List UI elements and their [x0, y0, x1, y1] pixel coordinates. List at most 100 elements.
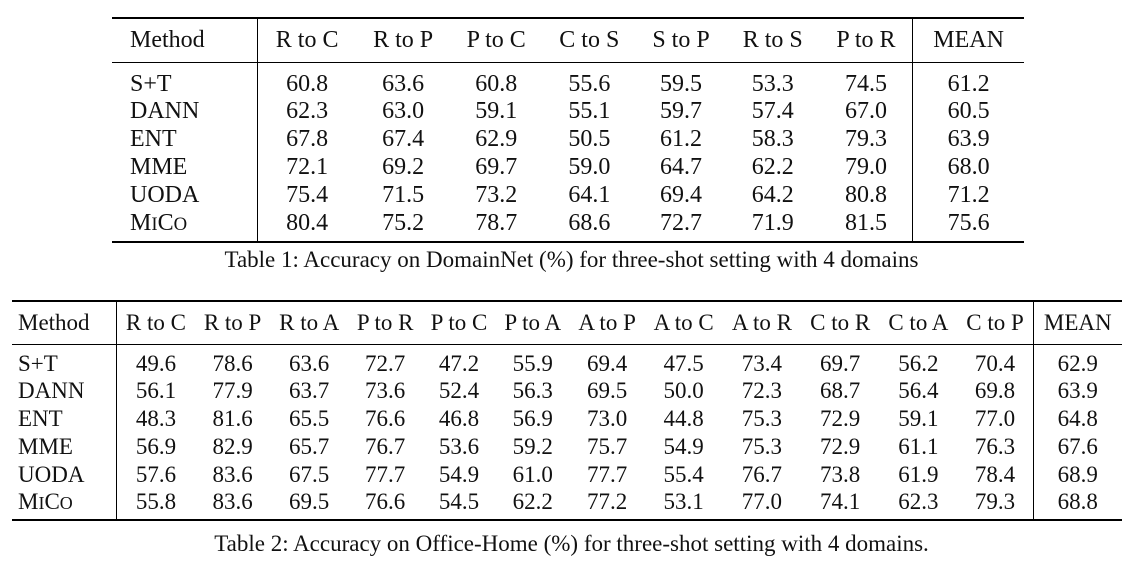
mean-value-cell: 67.6 — [1032, 432, 1122, 461]
value-cell: 65.7 — [289, 433, 330, 459]
value-cell: 59.0 — [568, 154, 611, 180]
table-row: ENT 48.3 81.6 65.5 76.6 46.8 56.9 73.0 44.8 75.3 7… — [12, 404, 1122, 433]
column-header: C to A — [879, 301, 958, 345]
method-name-cell: MICO — [18, 488, 73, 514]
value-cell: 77.0 — [974, 405, 1016, 431]
mean-value-cell: 63.9 — [912, 125, 1024, 154]
mean-column-header: MEAN — [1032, 301, 1122, 345]
value-cell: 72.9 — [820, 405, 861, 431]
column-header: S to P — [636, 18, 726, 63]
value-cell: 48.3 — [115, 404, 196, 433]
value-cell: 80.4 — [257, 209, 357, 242]
value-cell: 64.7 — [660, 154, 703, 180]
value-cell: 69.5 — [289, 488, 330, 514]
value-cell: 68.6 — [568, 209, 611, 236]
value-cell: 67.5 — [289, 461, 330, 487]
value-cell: 69.5 — [586, 377, 628, 403]
value-cell: 59.1 — [898, 405, 939, 431]
mean-value-cell: 68.9 — [1032, 460, 1122, 489]
value-cell: 62.9 — [475, 126, 518, 152]
value-cell: 53.1 — [663, 488, 704, 514]
value-cell: 75.7 — [586, 433, 628, 459]
value-cell: 74.5 — [844, 70, 887, 97]
value-cell: 65.5 — [289, 405, 330, 431]
value-cell: 77.9 — [212, 377, 253, 403]
value-cell: 62.3 — [257, 97, 357, 126]
column-header: P to R — [819, 18, 913, 63]
value-cell: 61.0 — [512, 461, 553, 487]
value-cell: 79.3 — [974, 488, 1016, 514]
column-header: A to C — [644, 301, 723, 345]
value-cell: 76.3 — [974, 433, 1016, 459]
value-cell: 53.3 — [751, 70, 794, 97]
method-name-cell: UODA — [18, 461, 85, 487]
table1-caption: Table 1: Accuracy on DomainNet (%) for t… — [224, 247, 919, 272]
value-cell: 73.0 — [586, 405, 628, 431]
table-row: DANN 62.3 63.0 59.1 55.1 59.7 57.4 67.0 60.5 — [112, 97, 1024, 126]
mean-value-cell: 68.8 — [1032, 488, 1122, 520]
table-row: S+T 49.6 78.6 63.6 72.7 47.2 55.9 69.4 47.5 73.4 6… — [12, 344, 1122, 377]
value-cell: 55.9 — [512, 350, 553, 376]
value-cell: 63.7 — [289, 377, 330, 403]
value-cell: 69.7 — [475, 154, 518, 180]
value-cell: 56.4 — [898, 377, 939, 403]
mean-column-header: MEAN — [912, 18, 1024, 63]
value-cell: 81.5 — [844, 209, 887, 236]
table-row: UODA 57.6 83.6 67.5 77.7 54.9 61.0 77.7 55.4 76.7… — [12, 460, 1122, 489]
value-cell: 73.8 — [820, 461, 861, 487]
column-header: P to C — [450, 18, 543, 63]
value-cell: 72.7 — [365, 350, 406, 376]
value-cell: 56.3 — [512, 377, 553, 403]
table-row: MME 72.1 69.2 69.7 59.0 64.7 62.2 79.0 68.0 — [112, 153, 1024, 182]
value-cell: 58.3 — [751, 126, 794, 152]
value-cell: 60.8 — [475, 70, 518, 97]
value-cell: 81.6 — [212, 405, 253, 431]
table2-caption: Table 2: Accuracy on Office-Home (%) for… — [214, 531, 929, 556]
value-cell: 77.0 — [741, 488, 783, 514]
method-name-cell: MICO — [130, 209, 188, 236]
mean-value-cell: 64.8 — [1032, 404, 1122, 433]
mean-value-cell: 60.5 — [912, 97, 1024, 126]
value-cell: 44.8 — [663, 405, 704, 431]
value-cell: 73.4 — [741, 350, 783, 376]
column-header: P to R — [348, 301, 423, 345]
value-cell: 71.5 — [382, 182, 425, 208]
method-name-cell: UODA — [130, 182, 200, 208]
value-cell: 70.4 — [974, 350, 1016, 376]
value-cell: 78.6 — [212, 350, 253, 376]
method-column-header: Method — [12, 301, 117, 345]
value-cell: 55.8 — [115, 488, 196, 520]
column-header: P to C — [422, 301, 496, 345]
value-cell: 73.2 — [475, 182, 518, 208]
value-cell: 67.8 — [257, 125, 357, 154]
value-cell: 75.3 — [741, 405, 783, 431]
table-row: MME 56.9 82.9 65.7 76.7 53.6 59.2 75.7 54.9 75.3 7… — [12, 432, 1122, 461]
value-cell: 77.7 — [365, 461, 406, 487]
value-cell: 76.7 — [365, 433, 406, 459]
column-header: R to P — [356, 18, 451, 63]
value-cell: 69.7 — [820, 350, 861, 376]
mean-value-cell: 68.0 — [912, 153, 1024, 182]
value-cell: 53.6 — [438, 433, 480, 459]
value-cell: 83.6 — [212, 461, 253, 487]
value-cell: 76.6 — [365, 405, 406, 431]
method-name-cell: S+T — [18, 350, 58, 376]
mean-value-cell: 71.2 — [912, 181, 1024, 210]
value-cell: 71.9 — [751, 209, 794, 236]
value-cell: 55.4 — [663, 461, 704, 487]
column-header: R to A — [270, 301, 349, 345]
value-cell: 68.7 — [820, 377, 861, 403]
value-cell: 76.6 — [365, 488, 406, 514]
table-row: ENT 67.8 67.4 62.9 50.5 61.2 58.3 79.3 63.9 — [112, 125, 1024, 154]
value-cell: 56.9 — [512, 405, 553, 431]
value-cell: 79.3 — [844, 126, 887, 152]
value-cell: 72.9 — [820, 433, 861, 459]
value-cell: 57.6 — [115, 460, 196, 489]
value-cell: 54.5 — [438, 488, 480, 514]
value-cell: 82.9 — [212, 433, 253, 459]
value-cell: 47.5 — [663, 350, 704, 376]
value-cell: 52.4 — [438, 377, 480, 403]
value-cell: 83.6 — [212, 488, 253, 514]
value-cell: 50.0 — [663, 377, 704, 403]
